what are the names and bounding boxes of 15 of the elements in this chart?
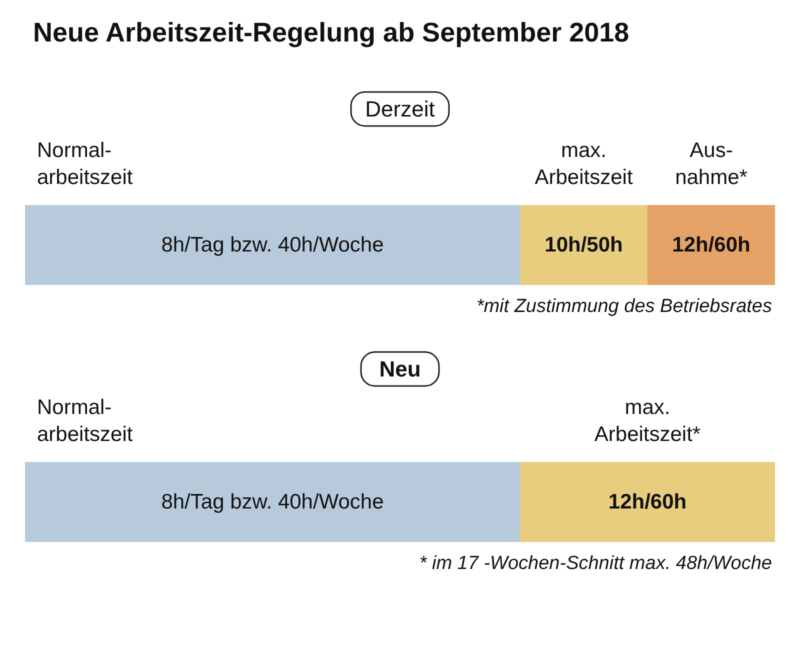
chart-title: Neu xyxy=(379,356,421,382)
series-label: Aus- nahme* xyxy=(675,139,748,189)
series-label: Normal- arbeitszeit xyxy=(37,396,133,446)
series-label: Normal- arbeitszeit xyxy=(37,139,133,189)
series-label: max. Arbeitszeit* xyxy=(594,396,701,446)
annotation: 12h/60h xyxy=(608,490,687,514)
chart-title: Neue Arbeitszeit-Regelung ab September 2018 xyxy=(33,18,630,48)
annotation: 8h/Tag bzw. 40h/Woche xyxy=(161,234,384,256)
annotation: 10h/50h xyxy=(544,234,623,256)
text: * im 17 -Wochen-Schnitt max. 48h/Woche xyxy=(419,553,772,574)
chart-subtitle: Derzeit xyxy=(365,96,435,122)
annotation: 8h/Tag bzw. 40h/Woche xyxy=(161,490,384,514)
annotation: 12h/60h xyxy=(672,234,750,256)
text: *mit Zustimmung des Betriebsrates xyxy=(476,296,772,317)
series-label: max. Arbeitszeit xyxy=(534,139,633,189)
